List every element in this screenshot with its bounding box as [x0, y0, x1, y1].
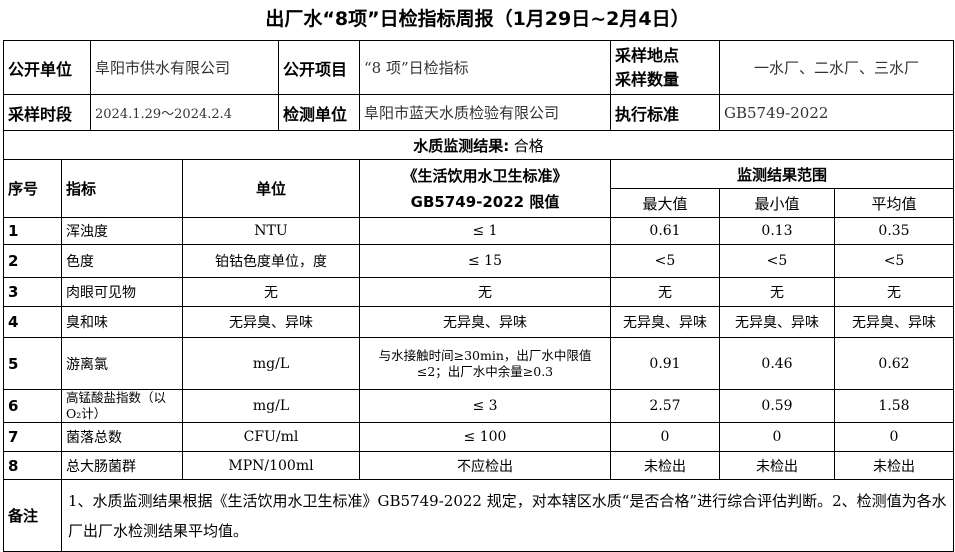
cell-no: 2 — [3, 244, 62, 278]
header-indicator: 指标 — [61, 159, 183, 218]
cell-limit: ≤ 1 — [359, 217, 611, 245]
cell-max: 无异臭、异味 — [610, 306, 720, 338]
cell-unit: mg/L — [182, 337, 360, 390]
header-unit: 单位 — [182, 159, 360, 218]
page-title: 出厂水“8项”日检指标周报（1月29日~2月4日） — [265, 8, 690, 30]
cell-unit: 无 — [182, 277, 360, 307]
publisher-value: 阜阳市供水有限公司 — [90, 40, 279, 95]
header-min: 最小值 — [719, 188, 835, 218]
cell-no: 4 — [3, 306, 62, 338]
cell-indicator: 高锰酸盐指数（以O₂计） — [61, 389, 183, 423]
result-value: 合格 — [513, 136, 544, 155]
cell-min: 无异臭、异味 — [719, 306, 835, 338]
period-value: 2024.1.29～2024.2.4 — [90, 94, 279, 131]
cell-max: 0.91 — [610, 337, 720, 390]
table-row: 2 色度 铂钴色度单位，度 ≤ 15 <5 <5 <5 — [3, 244, 955, 278]
result-row: 水质监测结果: 合格 — [3, 130, 954, 160]
project-value: “8 项”日检指标 — [359, 40, 611, 95]
table-row: 4 臭和味 无异臭、异味 无异臭、异味 无异臭、异味 无异臭、异味 无异臭、异味 — [3, 306, 955, 338]
cell-indicator: 总大肠菌群 — [61, 451, 183, 480]
cell-min: 0.46 — [719, 337, 835, 390]
cell-no: 6 — [3, 389, 62, 423]
cell-avg: <5 — [833, 244, 955, 278]
cell-avg: 无异臭、异味 — [833, 306, 955, 338]
info-table: 公开单位 阜阳市供水有限公司 公开项目 “8 项”日检指标 采样地点采样数量 一… — [3, 40, 954, 160]
table-row: 7 菌落总数 CFU/ml ≤ 100 0 0 0 — [3, 422, 955, 452]
cell-avg: 0.62 — [833, 337, 955, 390]
cell-unit: NTU — [182, 217, 360, 245]
cell-min: 0.13 — [719, 217, 835, 245]
cell-indicator: 臭和味 — [61, 306, 183, 338]
cell-limit: 无异臭、异味 — [359, 306, 611, 338]
cell-min: 0 — [719, 422, 835, 452]
result-label: 水质监测结果: — [413, 136, 510, 155]
cell-avg: 0 — [833, 422, 955, 452]
cell-no: 8 — [3, 451, 62, 480]
standard-value: GB5749-2022 — [719, 94, 954, 131]
cell-unit: 铂钴色度单位，度 — [182, 244, 360, 278]
cell-limit: 不应检出 — [359, 451, 611, 480]
publisher-label: 公开单位 — [3, 40, 91, 95]
cell-max: 2.57 — [610, 389, 720, 423]
sites-value: 一水厂、二水厂、三水厂 — [719, 40, 954, 95]
standard-label: 执行标准 — [610, 94, 720, 131]
cell-unit: CFU/ml — [182, 422, 360, 452]
cell-min: 无 — [719, 277, 835, 307]
header-range: 监测结果范围 — [609, 159, 955, 189]
cell-max: 0 — [610, 422, 720, 452]
table-row: 6 高锰酸盐指数（以O₂计） mg/L ≤ 3 2.57 0.59 1.58 — [3, 389, 955, 423]
header-avg: 平均值 — [833, 188, 955, 218]
header-limit-line2: GB5749-2022 限值 — [410, 192, 560, 211]
header-limit: 《生活饮用水卫生标准》 GB5749-2022 限值 — [359, 159, 611, 218]
project-label: 公开项目 — [278, 40, 360, 95]
cell-indicator: 游离氯 — [61, 337, 183, 390]
table-row: 3 肉眼可见物无无无无无 — [3, 277, 955, 307]
header-max: 最大值 — [610, 188, 720, 218]
cell-limit: ≤ 15 — [359, 244, 611, 278]
cell-avg: 1.58 — [833, 389, 955, 423]
cell-avg: 0.35 — [833, 217, 955, 245]
cell-indicator: 浑浊度 — [61, 217, 183, 245]
cell-avg: 未检出 — [833, 451, 955, 480]
cell-max: 无 — [610, 277, 720, 307]
cell-no: 7 — [3, 422, 62, 452]
cell-max: <5 — [610, 244, 720, 278]
table-row: 1 浑浊度 NTU ≤ 1 0.61 0.13 0.35 — [3, 217, 955, 245]
cell-unit: mg/L — [182, 389, 360, 423]
cell-max: 未检出 — [610, 451, 720, 480]
remarks-label: 备注 — [3, 479, 62, 552]
results-table: 序号 指标 单位 《生活饮用水卫生标准》 GB5749-2022 限值 监测结果范… — [3, 159, 955, 552]
cell-min: 未检出 — [719, 451, 835, 480]
site-label: 采样地点 采样数量 — [610, 40, 720, 95]
count-label-line: 采样数量 — [615, 69, 680, 89]
cell-indicator: 色度 — [61, 244, 183, 278]
cell-limit: ≤ 3 — [359, 389, 611, 423]
cell-unit: MPN/100ml — [182, 451, 360, 480]
table-row: 8 总大肠菌群 MPN/100ml 不应检出 未检出 未检出 未检出 — [3, 451, 955, 480]
cell-limit: 与水接触时间≥30min，出厂水中限值≤2；出厂水中余量≥0.3 — [359, 337, 611, 390]
table-row: 5 游离氯 mg/L 与水接触时间≥30min，出厂水中限值≤2；出厂水中余量≥0.3… — [3, 337, 955, 390]
cell-limit: 无 — [359, 277, 611, 307]
cell-no: 5 — [3, 337, 62, 390]
header-no: 序号 — [3, 159, 62, 218]
header-limit-line1: 《生活饮用水卫生标准》 — [402, 166, 568, 185]
site-label-line: 采样地点 — [615, 45, 680, 65]
cell-max: 0.61 — [610, 217, 720, 245]
cell-no: 3 — [3, 277, 62, 307]
cell-min: <5 — [719, 244, 835, 278]
cell-indicator: 菌落总数 — [61, 422, 183, 452]
lab-label: 检测单位 — [278, 94, 360, 131]
cell-avg: 无 — [833, 277, 955, 307]
cell-unit: 无异臭、异味 — [182, 306, 360, 338]
cell-min: 0.59 — [719, 389, 835, 423]
cell-no: 1 — [3, 217, 62, 245]
lab-value: 阜阳市蓝天水质检验有限公司 — [359, 94, 611, 131]
period-label: 采样时段 — [3, 94, 91, 131]
cell-indicator: 肉眼可见物 — [61, 277, 183, 307]
cell-limit: ≤ 100 — [359, 422, 611, 452]
remarks-text: 1、水质监测结果根据《生活饮用水卫生标准》GB5749-2022 规定，对本辖区… — [60, 479, 955, 552]
